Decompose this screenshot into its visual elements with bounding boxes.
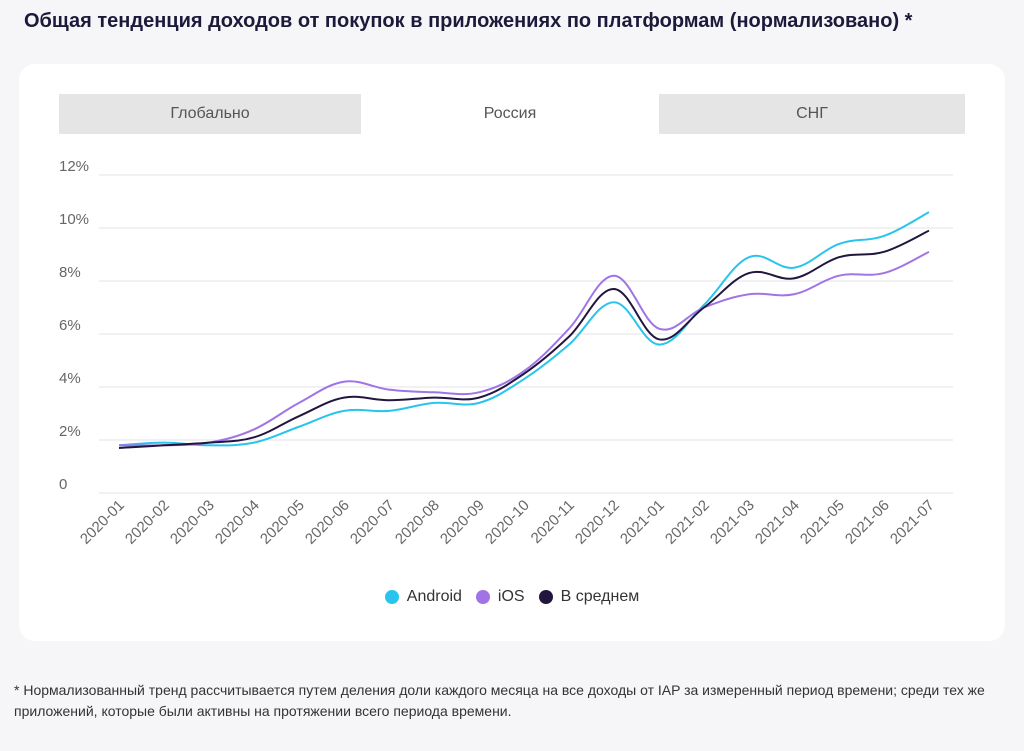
x-tick-label: 2021-04 (752, 497, 803, 548)
x-tick-label: 2020-01 (77, 497, 128, 548)
legend-item-ios[interactable]: iOS (475, 588, 525, 606)
x-tick-label: 2020-03 (167, 497, 218, 548)
series-line-average (118, 229, 930, 449)
x-tick-label: 2020-10 (482, 497, 533, 548)
x-tick-label: 2021-05 (797, 497, 848, 548)
legend-label-android: Android (406, 588, 462, 605)
series-line-ios (118, 250, 930, 447)
y-tick-label: 12% (59, 158, 89, 175)
legend-label-average: В среднем (560, 588, 640, 605)
legend-label-ios: iOS (497, 588, 525, 605)
x-tick-label: 2021-06 (842, 497, 893, 548)
legend-dot-average (538, 590, 553, 604)
chart-legend: Android iOS В среднем (19, 588, 1005, 606)
y-tick-label: 8% (59, 264, 81, 281)
legend-item-android[interactable]: Android (384, 588, 462, 606)
chart-card: Глобально Россия СНГ 0 2% 4% 6% 8% 10% 12% 2020… (19, 64, 1005, 641)
y-tick-label: 6% (59, 317, 81, 334)
tab-global[interactable]: Глобально (59, 94, 361, 134)
legend-dot-android (384, 590, 399, 604)
legend-dot-ios (475, 590, 490, 604)
tab-russia[interactable]: Россия (361, 94, 659, 134)
x-tick-label: 2020-11 (528, 497, 578, 547)
y-tick-label: 2% (59, 423, 81, 440)
x-tick-label: 2021-01 (617, 497, 668, 548)
x-tick-label: 2020-07 (347, 497, 398, 548)
y-tick-label: 0 (59, 476, 67, 493)
legend-item-average[interactable]: В среднем (538, 588, 640, 606)
footnote: * Нормализованный тренд рассчитывается п… (14, 682, 985, 719)
x-tick-label: 2020-04 (212, 497, 263, 548)
x-tick-label: 2021-07 (887, 497, 938, 548)
series-line-android (118, 211, 930, 447)
x-tick-label: 2020-06 (302, 497, 353, 548)
page-title: Общая тенденция доходов от покупок в при… (24, 10, 913, 32)
x-tick-label: 2020-02 (122, 497, 173, 548)
x-tick-label: 2021-03 (707, 497, 758, 548)
x-tick-label: 2021-02 (662, 497, 713, 548)
y-tick-label: 10% (59, 211, 89, 228)
region-tabs: Глобально Россия СНГ (59, 94, 965, 134)
x-tick-label: 2020-05 (257, 497, 308, 548)
x-tick-label: 2020-09 (437, 497, 488, 548)
tab-cis[interactable]: СНГ (659, 94, 965, 134)
x-tick-label: 2020-08 (392, 497, 443, 548)
line-chart: 02%4%6%8%10%12%2020-012020-022020-032020… (59, 158, 953, 548)
y-tick-label: 4% (59, 370, 81, 387)
x-tick-label: 2020-12 (572, 497, 623, 548)
